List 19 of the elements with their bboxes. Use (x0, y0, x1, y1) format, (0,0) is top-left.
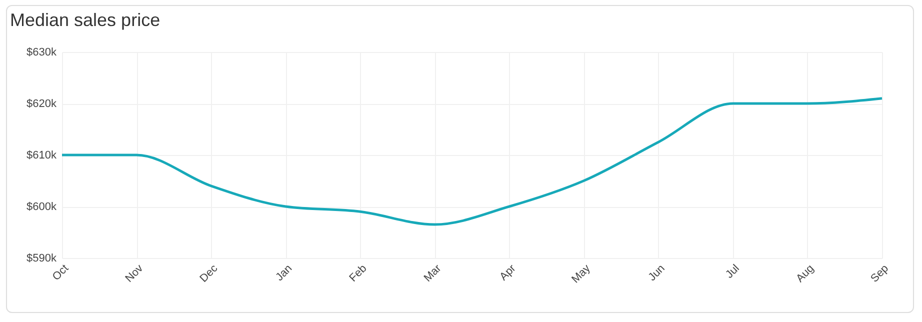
x-tick-label: May (570, 262, 594, 286)
x-tick-label: Mar (422, 262, 444, 284)
x-tick-label: Apr (498, 262, 518, 284)
y-tick-label: $600k (26, 201, 57, 213)
y-tick-label: $590k (26, 252, 57, 264)
x-tick-label: Feb (347, 262, 370, 284)
y-tick-label: $610k (26, 150, 57, 162)
y-tick-label: $630k (26, 46, 57, 58)
x-tick-label: Aug (794, 262, 816, 285)
x-tick-label: Oct (50, 262, 71, 284)
x-tick-label: Nov (123, 262, 146, 285)
x-tick-label: Dec (198, 262, 220, 285)
x-tick-label: Sep (868, 262, 891, 285)
chart-title: Median sales price (10, 10, 160, 30)
x-tick-label: Jun (646, 262, 668, 284)
x-tick-label: Jan (274, 262, 295, 284)
y-tick-label: $620k (26, 98, 57, 110)
line-series (60, 97, 884, 226)
x-tick-label: Jul (723, 262, 742, 281)
